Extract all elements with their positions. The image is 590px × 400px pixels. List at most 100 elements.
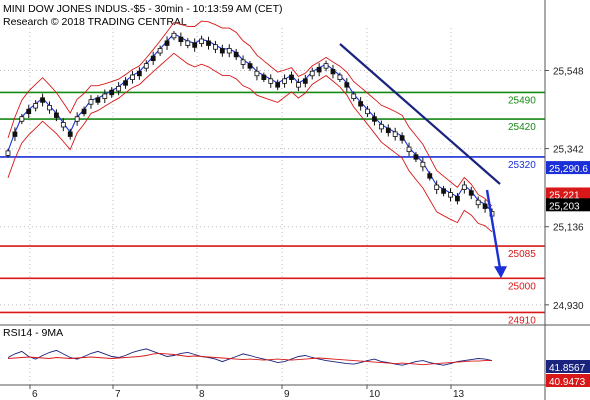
candle-body (323, 63, 329, 69)
candle-body (372, 116, 377, 122)
level-label: 24910 (508, 315, 536, 326)
candle-body (365, 108, 370, 115)
candle-body (295, 82, 301, 88)
candle-body (268, 78, 274, 84)
x-tick-label: 7 (115, 389, 121, 400)
candle-body (26, 108, 32, 115)
price-tag-label: 41.8567 (549, 363, 586, 374)
x-tick-label: 13 (453, 389, 465, 400)
price-tag-label: 40.9473 (549, 377, 586, 388)
candle-body (413, 154, 419, 160)
candle-body (420, 161, 426, 168)
candle-body (88, 99, 94, 105)
forecast-arrow-head (494, 266, 507, 279)
candle-body (344, 82, 350, 88)
candle-body (40, 97, 45, 103)
candle-body (468, 190, 474, 196)
candle-body (378, 123, 384, 130)
y-tick-label: 24,930 (553, 301, 584, 312)
candle-body (441, 188, 447, 194)
candle-body (275, 82, 281, 88)
candle-body (309, 70, 315, 77)
chart-credit: Research © 2018 TRADING CENTRAL (3, 16, 187, 28)
forecast-arrow-shaft (485, 189, 502, 269)
candle-body (316, 67, 322, 73)
candle-body (261, 74, 267, 80)
trend-line (339, 43, 501, 185)
candle-body (102, 93, 108, 99)
candle-body (157, 48, 163, 54)
level-label: 25420 (508, 122, 536, 133)
level-label: 25490 (508, 95, 536, 106)
candle-body (199, 38, 205, 44)
candle-body (116, 86, 122, 92)
candle-body (289, 74, 294, 80)
candle-body (164, 40, 170, 46)
candle-body (282, 78, 287, 84)
bollinger-lower (7, 52, 493, 233)
candle-body (178, 36, 184, 43)
candle-body (399, 135, 405, 141)
candle-body (136, 70, 142, 77)
chart-title: MINI DOW JONES INDUS.-$5 - 30min - 10:13… (3, 3, 282, 15)
candle-body (226, 48, 232, 54)
price-tag-label: 25,290.6 (549, 164, 588, 175)
candle-body (475, 199, 481, 206)
candle-body (143, 63, 149, 69)
bollinger-upper (7, 20, 493, 207)
candle-body (95, 97, 101, 103)
candle-body (406, 146, 412, 153)
candle-body (482, 203, 488, 209)
candle-body (351, 93, 357, 99)
x-tick-label: 9 (284, 389, 290, 400)
candle-body (109, 89, 115, 96)
rsi-ma-line (7, 352, 492, 366)
candle-body (330, 68, 336, 75)
price-tag (546, 360, 590, 373)
candle-body (47, 104, 52, 111)
price-tag-label: 25,203 (549, 201, 580, 212)
candle-body (171, 32, 177, 39)
candle-body (434, 184, 440, 190)
y-tick-label: 25,342 (553, 145, 584, 156)
candle-body (81, 108, 87, 115)
candle-body (54, 112, 59, 118)
y-tick-label: 25,136 (553, 223, 584, 234)
candle-body (33, 103, 39, 109)
price-tag (546, 374, 590, 387)
candle-body (455, 195, 460, 202)
candle-body (247, 63, 253, 69)
candle-body (233, 51, 239, 58)
candle-body (358, 101, 364, 107)
candle-body (302, 78, 308, 84)
candle-body (206, 40, 211, 46)
level-label: 25085 (508, 249, 536, 260)
candle-body (337, 74, 343, 80)
candle-body (392, 131, 398, 137)
x-tick-label: 10 (369, 389, 381, 400)
rsi-line (7, 348, 493, 366)
candle-body (12, 131, 18, 137)
candle-body (192, 42, 198, 48)
x-tick-label: 6 (32, 389, 38, 400)
candle-body (461, 184, 467, 190)
candle-body (130, 74, 135, 80)
rsi-title: RSI14 - 9MA (3, 327, 63, 339)
price-tag (546, 198, 590, 212)
level-label: 25000 (508, 281, 536, 292)
candle-body (123, 80, 128, 86)
candle-body (385, 127, 391, 134)
candle-body (67, 131, 73, 137)
candle-body (254, 70, 260, 77)
candle-body (5, 150, 11, 156)
candle-body (427, 173, 433, 179)
price-tag (546, 187, 590, 201)
candle-body (19, 116, 25, 122)
price-tag-label: 25,221 (549, 190, 580, 201)
x-tick-label: 8 (199, 389, 205, 400)
candle-body (185, 40, 191, 46)
price-tag (546, 161, 590, 175)
candle-body (448, 192, 453, 198)
candle-body (150, 55, 156, 62)
